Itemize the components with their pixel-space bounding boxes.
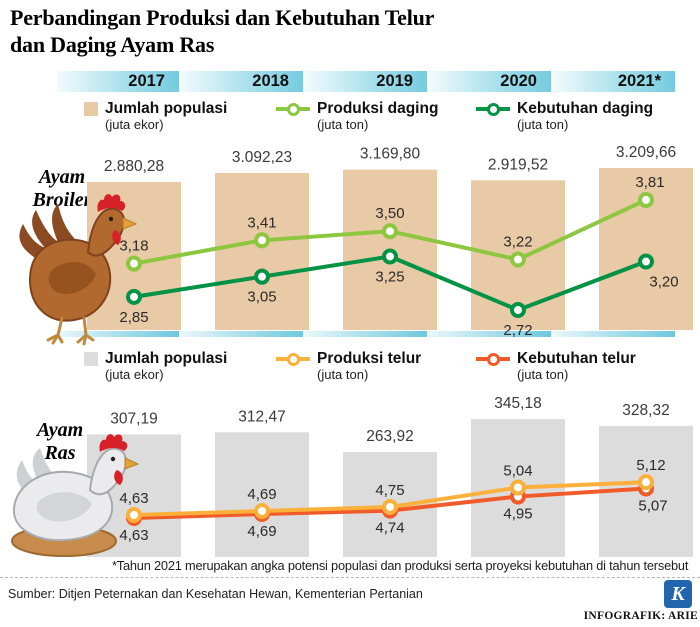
source-text: Sumber: Ditjen Peternakan dan Kesehatan … <box>8 587 423 601</box>
data-point-label: 5,12 <box>636 457 665 474</box>
data-point-label: 3,81 <box>635 174 664 191</box>
strip-cell <box>57 331 179 337</box>
data-point-label: 4,63 <box>119 490 148 507</box>
legend-label: Produksi daging <box>317 100 439 117</box>
data-point-label: 4,75 <box>375 482 404 499</box>
population-value-label: 3.092,23 <box>232 149 292 166</box>
data-point-label: 3,05 <box>247 289 276 306</box>
data-point-label: 3,18 <box>119 238 148 255</box>
section-label-ayam-ras: Ayam Ras <box>36 419 84 464</box>
legend-item-kebutuhan-telur: Kebutuhan telur (juta ton) <box>476 350 636 383</box>
data-point-label: 4,74 <box>375 520 404 537</box>
data-point-marker <box>510 251 526 268</box>
data-point-label: 3,25 <box>375 268 404 285</box>
line-marker-icon <box>276 102 310 116</box>
legend-unit: (juta ton) <box>517 117 569 132</box>
population-value-label: 3.169,80 <box>360 146 421 163</box>
strip-cell <box>553 331 675 337</box>
line-marker-icon <box>476 352 510 366</box>
legend-unit: (juta ton) <box>317 117 369 132</box>
data-point-marker <box>638 474 654 491</box>
population-bar <box>215 172 309 330</box>
legend-label: Jumlah populasi <box>105 350 228 367</box>
footnote: *Tahun 2021 merupakan angka potensi popu… <box>112 558 689 573</box>
broiler-lines-layer: 3,18 3,41 3,50 3,22 3,81 2,85 3,05 3,25 2,72 3,20 <box>119 174 678 339</box>
legend-label: Produksi telur <box>317 350 422 367</box>
data-point-label: 3,41 <box>247 214 276 231</box>
population-value-label: 2.880,28 <box>104 158 164 175</box>
strip-cell <box>429 331 551 337</box>
legend-unit: (juta ton) <box>317 367 369 382</box>
data-point-label: 4,95 <box>503 506 532 523</box>
footer-divider <box>0 577 700 578</box>
data-point-label: 4,69 <box>247 523 276 540</box>
legend-item-kebutuhan-daging: Kebutuhan daging (juta ton) <box>476 100 653 133</box>
legend-item-produksi-daging: Produksi daging (juta ton) <box>276 100 438 133</box>
data-point-label: 3,20 <box>649 274 678 291</box>
data-point-marker <box>126 288 142 305</box>
ras-hen-illustration <box>11 434 140 557</box>
data-point-marker <box>382 223 398 240</box>
title-line-1: Perbandingan Produksi dan Kebutuhan Telu… <box>10 5 435 30</box>
data-point-label: 2,72 <box>503 322 532 339</box>
data-point-marker <box>254 268 270 285</box>
legend-item-produksi-telur: Produksi telur (juta ton) <box>276 350 421 383</box>
legend-label: Kebutuhan daging <box>517 100 654 117</box>
population-value-label: 307,19 <box>110 410 157 427</box>
legend-item-populasi-ras: Jumlah populasi (juta ekor) <box>84 350 227 383</box>
data-point-marker <box>510 302 526 318</box>
data-point-label: 2,85 <box>119 309 148 326</box>
section-label-ayam-broiler: Ayam Broiler <box>32 166 92 211</box>
broiler-chicken-illustration <box>19 194 138 346</box>
data-point-label: 5,04 <box>503 463 532 480</box>
data-point-marker <box>126 507 142 523</box>
title-line-2: dan Daging Ayam Ras <box>10 32 215 57</box>
legend-label: Kebutuhan telur <box>517 350 636 367</box>
page-title: Perbandingan Produksi dan Kebutuhan Telu… <box>10 4 570 58</box>
strip-cell <box>181 331 303 337</box>
year-cell-2018: 2018 <box>181 71 303 92</box>
ras-lines-layer: 4,63 4,69 4,75 5,04 5,12 4,63 4,69 4,74 4,95 5,07 <box>119 457 667 544</box>
data-point-marker <box>254 232 270 249</box>
population-value-label: 2.919,52 <box>488 156 548 173</box>
data-point-marker <box>638 191 654 208</box>
year-cell-2017: 2017 <box>57 71 179 92</box>
data-point-marker <box>254 502 270 519</box>
data-point-marker <box>510 479 526 496</box>
legend-unit: (juta ekor) <box>105 367 164 382</box>
credit-text: INFOGRAFIK: ARIE <box>583 610 698 622</box>
data-point-label: 4,63 <box>119 527 148 544</box>
data-point-label: 4,69 <box>247 486 276 503</box>
population-value-label: 312,47 <box>238 408 285 425</box>
data-point-label: 5,07 <box>638 498 667 515</box>
population-swatch-icon <box>84 352 98 366</box>
data-point-marker <box>382 248 398 265</box>
data-point-marker <box>126 255 142 272</box>
data-point-marker <box>382 498 398 515</box>
population-bar <box>215 432 309 557</box>
legend-item-populasi-broiler: Jumlah populasi (juta ekor) <box>84 100 227 133</box>
data-point-marker <box>638 253 654 270</box>
population-value-label: 3.209,66 <box>616 144 676 161</box>
kompas-logo-icon: K <box>664 580 692 608</box>
data-point-label: 3,50 <box>375 205 404 222</box>
legend-label: Jumlah populasi <box>105 100 228 117</box>
year-cell-2021: 2021* <box>553 71 675 92</box>
legend-unit: (juta ton) <box>517 367 569 382</box>
line-marker-icon <box>276 352 310 366</box>
year-cell-2020: 2020 <box>429 71 551 92</box>
line-marker-icon <box>476 102 510 116</box>
strip-cell <box>305 331 427 337</box>
population-swatch-icon <box>84 102 98 116</box>
year-cell-2019: 2019 <box>305 71 427 92</box>
population-value-label: 328,32 <box>622 402 669 419</box>
legend-unit: (juta ekor) <box>105 117 164 132</box>
data-point-label: 3,22 <box>503 234 532 251</box>
population-value-label: 263,92 <box>366 428 413 445</box>
population-value-label: 345,18 <box>494 395 541 412</box>
